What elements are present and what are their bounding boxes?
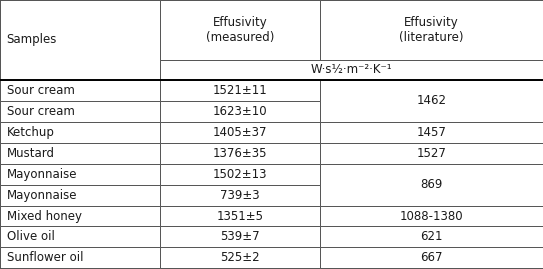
Bar xyxy=(160,80,320,101)
Bar xyxy=(320,0,543,60)
Bar xyxy=(160,226,320,247)
Bar xyxy=(0,80,160,101)
Text: Effusivity
(literature): Effusivity (literature) xyxy=(400,16,464,44)
Text: 1527: 1527 xyxy=(416,147,447,160)
Bar xyxy=(320,226,543,247)
Text: Olive oil: Olive oil xyxy=(7,231,54,243)
Bar xyxy=(160,101,320,122)
Bar xyxy=(0,164,160,185)
Bar xyxy=(160,247,320,268)
Text: 1088-1380: 1088-1380 xyxy=(400,210,464,222)
Text: W·s½·m⁻²·K⁻¹: W·s½·m⁻²·K⁻¹ xyxy=(311,63,393,76)
Bar xyxy=(0,122,160,143)
Bar xyxy=(320,164,543,206)
Bar xyxy=(160,143,320,164)
Bar xyxy=(0,143,160,164)
Text: Sour cream: Sour cream xyxy=(7,105,74,118)
Bar xyxy=(160,164,320,185)
Bar xyxy=(320,247,543,268)
Bar xyxy=(0,247,160,268)
Bar xyxy=(0,206,160,226)
Bar xyxy=(320,206,543,226)
Bar xyxy=(0,101,160,122)
Bar xyxy=(160,122,320,143)
Text: Mixed honey: Mixed honey xyxy=(7,210,81,222)
Bar xyxy=(160,206,320,226)
Text: Mayonnaise: Mayonnaise xyxy=(7,168,77,180)
Text: Samples: Samples xyxy=(7,33,57,46)
Bar xyxy=(320,143,543,164)
Text: Sunflower oil: Sunflower oil xyxy=(7,252,83,264)
Text: 1405±37: 1405±37 xyxy=(213,126,268,139)
Text: 1623±10: 1623±10 xyxy=(213,105,268,118)
Text: 739±3: 739±3 xyxy=(220,189,260,201)
Text: Ketchup: Ketchup xyxy=(7,126,54,139)
Text: Mustard: Mustard xyxy=(7,147,54,160)
Text: 1521±11: 1521±11 xyxy=(213,84,268,97)
Bar xyxy=(0,185,160,206)
Bar xyxy=(160,0,320,60)
Bar xyxy=(0,0,160,80)
Text: 539±7: 539±7 xyxy=(220,231,260,243)
Text: 1462: 1462 xyxy=(416,94,447,107)
Text: 621: 621 xyxy=(420,231,443,243)
Text: Sour cream: Sour cream xyxy=(7,84,74,97)
Bar xyxy=(320,80,543,122)
Text: 1457: 1457 xyxy=(416,126,447,139)
Text: 1351±5: 1351±5 xyxy=(217,210,264,222)
Text: Effusivity
(measured): Effusivity (measured) xyxy=(206,16,274,44)
Text: 1502±13: 1502±13 xyxy=(213,168,268,180)
Bar xyxy=(160,185,320,206)
Bar xyxy=(0,226,160,247)
Bar xyxy=(160,60,543,80)
Text: 667: 667 xyxy=(420,252,443,264)
Text: 1376±35: 1376±35 xyxy=(213,147,268,160)
Text: 525±2: 525±2 xyxy=(220,252,260,264)
Text: 869: 869 xyxy=(420,178,443,191)
Bar xyxy=(320,122,543,143)
Text: Mayonnaise: Mayonnaise xyxy=(7,189,77,201)
